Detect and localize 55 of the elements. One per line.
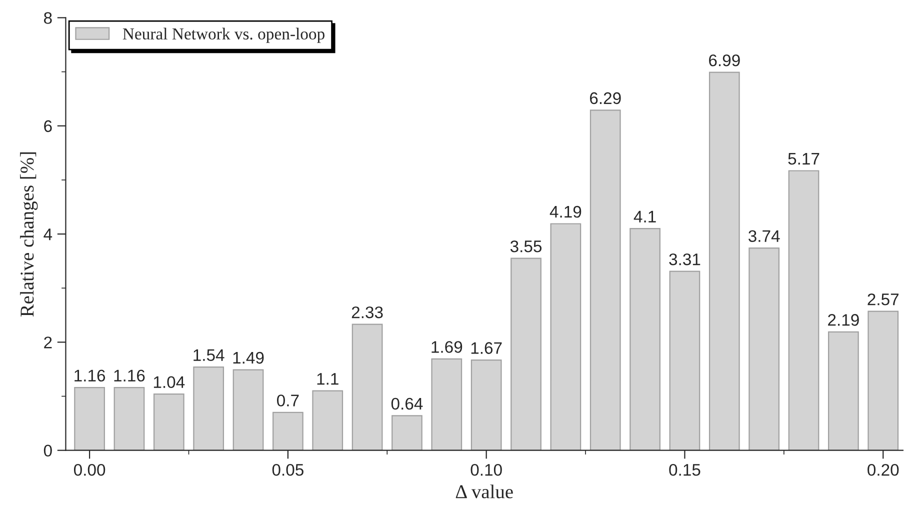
y-tick-label: 8 (44, 12, 52, 24)
bar (193, 366, 224, 450)
data-label: 6.99 (709, 54, 740, 66)
x-axis-title: Δ value (456, 484, 513, 498)
data-label: 0.7 (277, 394, 299, 406)
data-label: 1.54 (194, 349, 224, 361)
data-label: 1.49 (233, 352, 264, 364)
bar (114, 387, 145, 450)
data-label: 3.31 (669, 253, 700, 266)
legend-label: Neural Network vs. open-loop (122, 28, 324, 43)
y-tick-label: 6 (44, 120, 52, 132)
data-label: 2.19 (828, 314, 859, 326)
bar (550, 223, 582, 450)
data-label: 0.64 (391, 398, 423, 410)
x-tick-label: 0.05 (272, 464, 304, 476)
data-label: 2.57 (868, 293, 898, 306)
bar (630, 228, 660, 450)
bar (669, 270, 700, 450)
y-tick-label: 4 (44, 228, 52, 240)
bar (868, 310, 899, 450)
bar (272, 412, 304, 450)
data-label: 4.1 (634, 210, 656, 222)
bar (748, 248, 780, 450)
data-label: 6.29 (590, 92, 621, 104)
data-label: 1.69 (432, 341, 462, 353)
data-label: 3.74 (748, 230, 780, 242)
y-axis-title: Relative changes [%] (20, 152, 38, 317)
bar (708, 72, 740, 450)
data-label: 1.1 (317, 373, 338, 385)
data-label: 2.33 (352, 306, 383, 318)
data-label: 1.16 (114, 370, 145, 382)
x-tick-label: 0.15 (669, 464, 700, 476)
x-tick-label: 0.10 (470, 464, 502, 476)
bar (312, 390, 344, 450)
y-tick-label: 0 (44, 444, 52, 457)
bar (431, 358, 462, 450)
bar (74, 387, 105, 450)
bar (828, 331, 859, 450)
bar (392, 415, 422, 450)
data-label: 5.17 (788, 153, 820, 165)
data-label: 3.55 (510, 240, 542, 252)
bar (232, 369, 264, 450)
bar (153, 394, 184, 450)
bar (352, 324, 383, 450)
bar (510, 258, 542, 450)
bar (788, 170, 820, 450)
data-label: 4.19 (550, 206, 582, 218)
data-label: 1.67 (471, 342, 502, 354)
x-tick-label: 0.20 (868, 464, 899, 476)
bar (470, 359, 502, 450)
y-tick-label: 2 (44, 336, 52, 348)
data-label: 1.04 (154, 376, 185, 388)
data-label: 1.16 (74, 370, 106, 382)
bar (590, 110, 621, 450)
x-tick-label: 0.00 (74, 464, 106, 476)
